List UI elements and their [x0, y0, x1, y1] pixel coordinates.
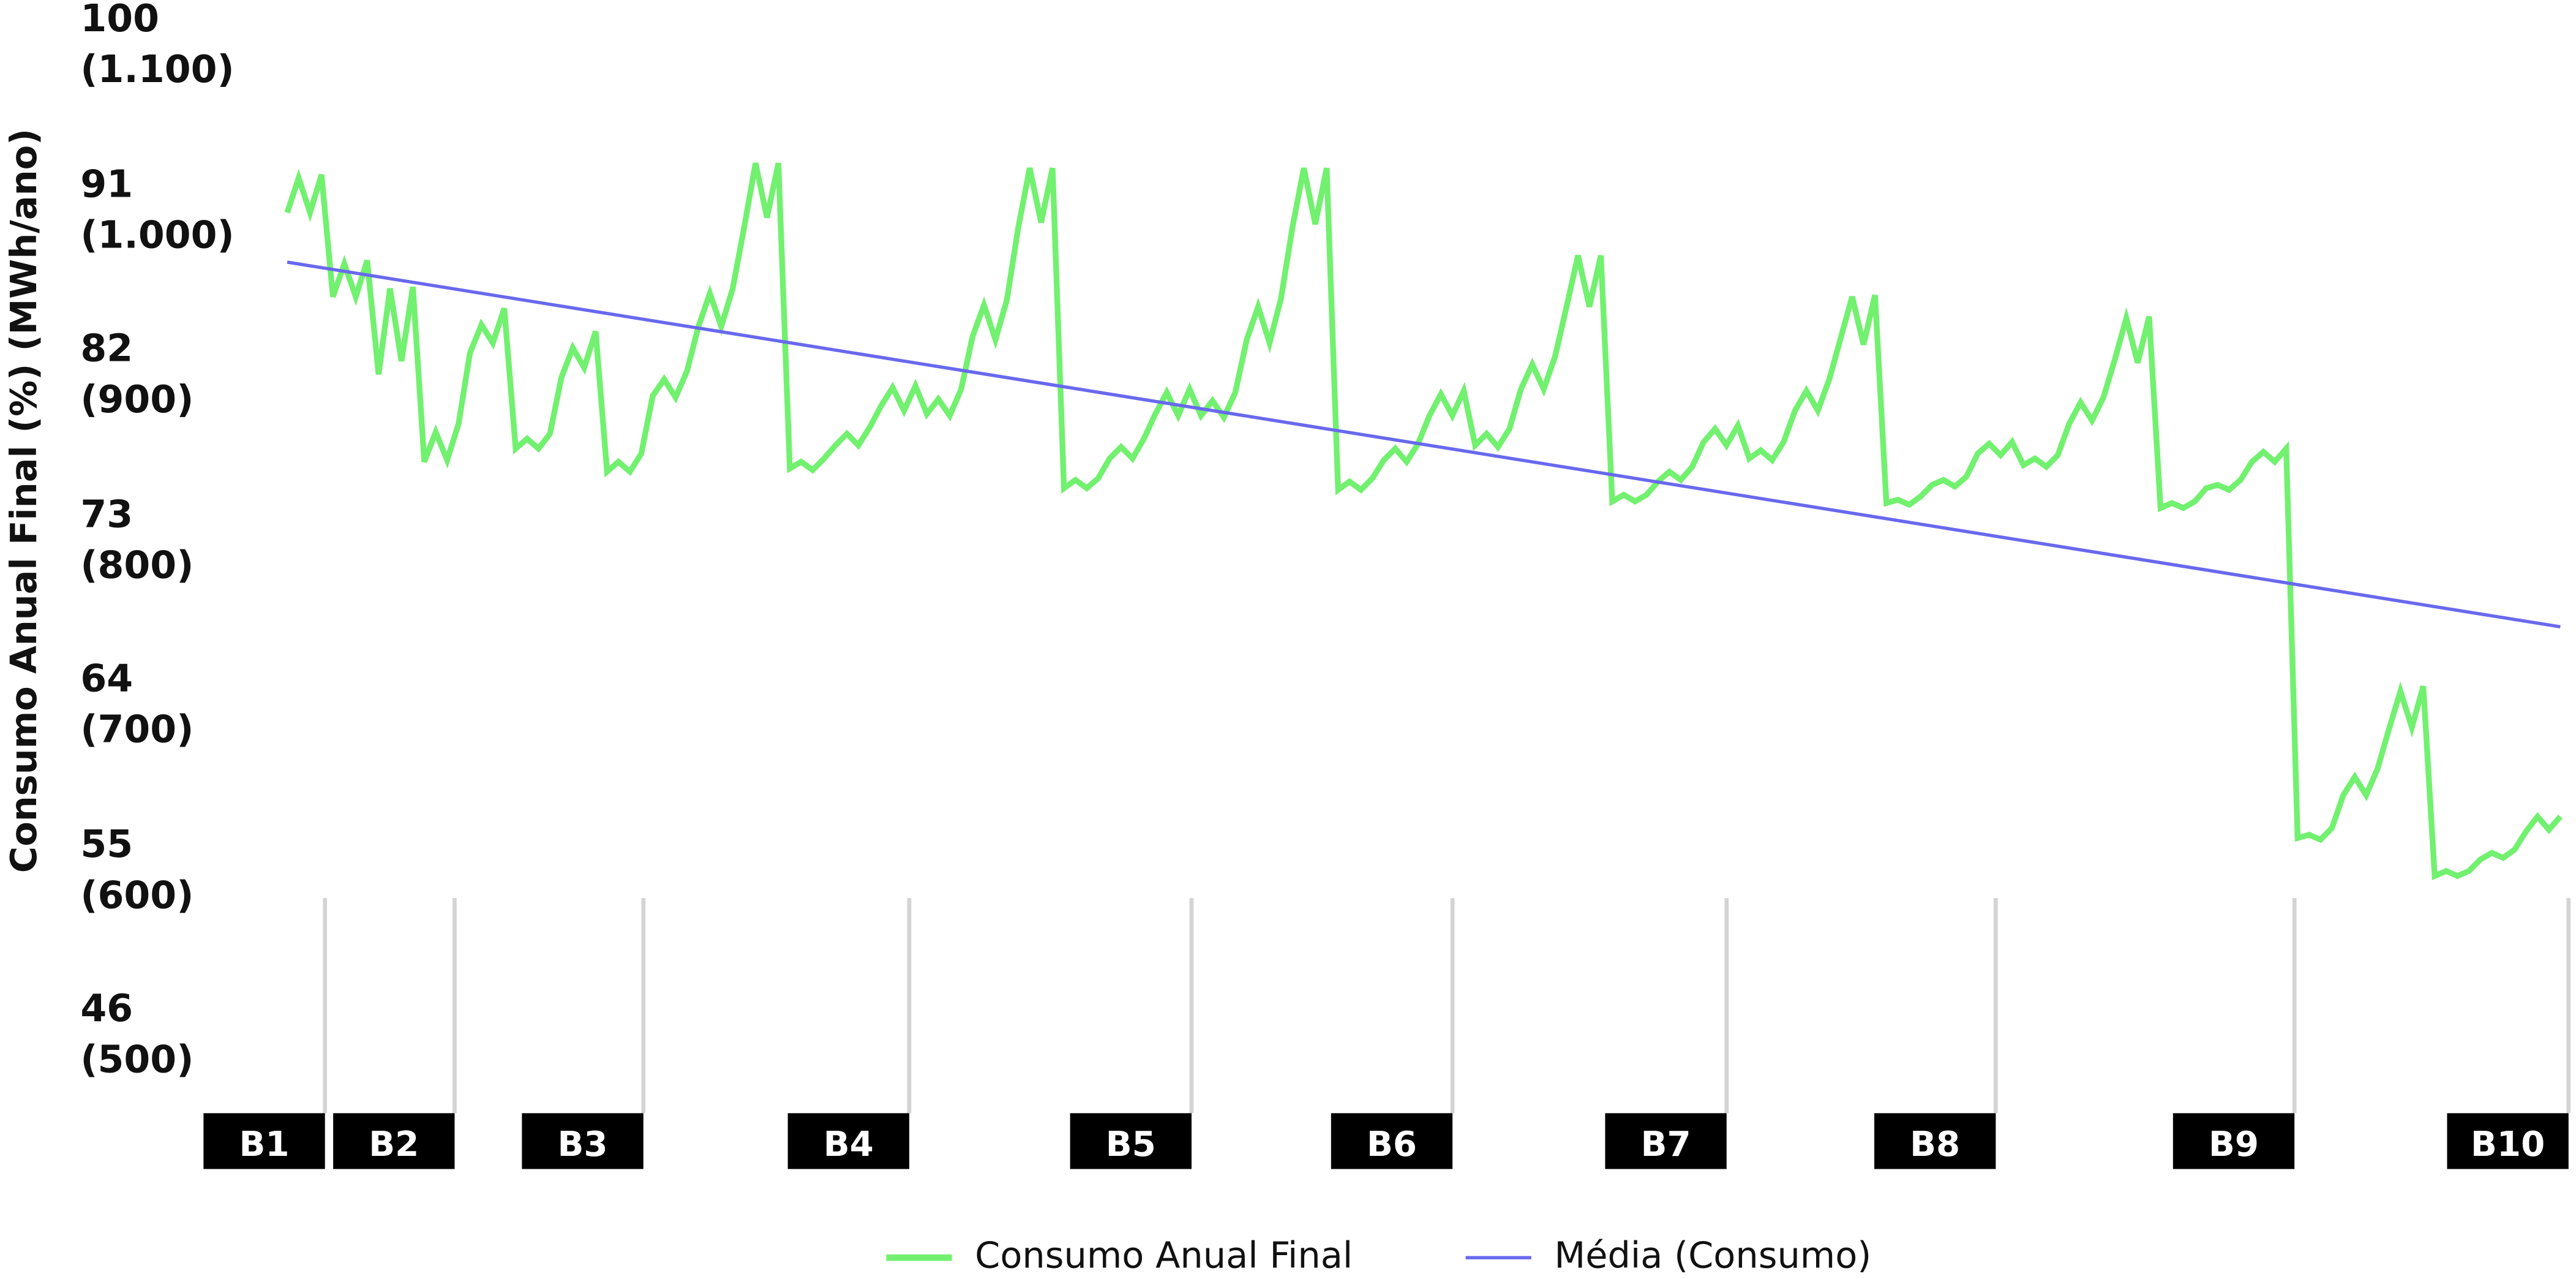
- x-tick-label: B2: [369, 1125, 419, 1164]
- y-tick-label: 73 (800): [80, 493, 194, 587]
- y-tick-label: 55 (600): [80, 823, 194, 918]
- x-tick-label: B4: [824, 1125, 874, 1164]
- x-tick-label: B3: [558, 1125, 608, 1164]
- category-box: [522, 1113, 644, 1169]
- x-tick-label: B9: [2209, 1125, 2259, 1164]
- legend-label: Média (Consumo): [1554, 1234, 1871, 1276]
- y-axis-title: Consumo Anual Final (%) (MWh/ano): [2, 129, 45, 873]
- category-box: [2172, 1113, 2295, 1169]
- y-tick-label: 82 (900): [80, 328, 194, 422]
- category-box: [203, 1113, 325, 1169]
- y-tick-label: 91 (1.000): [80, 163, 235, 257]
- legend-label: Consumo Anual Final: [975, 1234, 1353, 1276]
- x-tick-label: B1: [239, 1125, 290, 1164]
- category-box: [1874, 1113, 1996, 1169]
- category-box: [1070, 1113, 1192, 1169]
- x-tick-label: B5: [1106, 1125, 1156, 1164]
- x-tick-label: B7: [1641, 1125, 1691, 1164]
- category-box: [1605, 1113, 1727, 1169]
- x-tick-label: B10: [2471, 1125, 2545, 1164]
- x-tick-label: B8: [1910, 1125, 1960, 1164]
- trend-line: [287, 260, 2561, 628]
- category-box: [787, 1113, 909, 1169]
- category-box: [333, 1113, 455, 1169]
- y-tick-label: 46 (500): [80, 988, 194, 1082]
- category-box: [1331, 1113, 1453, 1169]
- data-line: [284, 162, 2563, 880]
- x-tick-label: B6: [1367, 1125, 1417, 1164]
- y-tick-label: 64 (700): [80, 658, 194, 752]
- y-tick-label: 100 (1.100): [80, 0, 235, 92]
- category-box: [2447, 1113, 2569, 1169]
